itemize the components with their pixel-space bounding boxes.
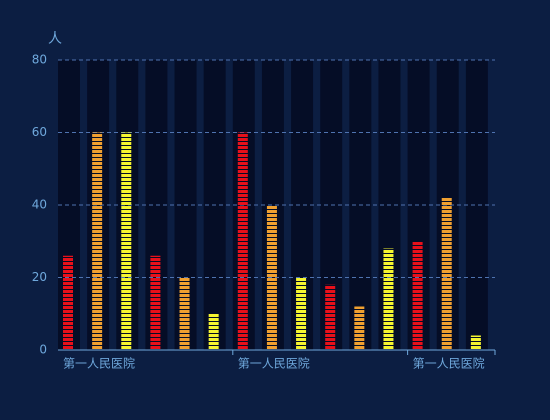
x-tick-label: 第一人民医院 bbox=[413, 357, 485, 371]
bar bbox=[383, 248, 394, 350]
bar bbox=[441, 197, 452, 350]
bar bbox=[121, 132, 132, 350]
x-tick-label: 第一人民医院 bbox=[63, 357, 135, 371]
bar bbox=[266, 205, 277, 350]
bar bbox=[63, 255, 73, 350]
bar bbox=[412, 241, 423, 350]
bar bbox=[92, 132, 103, 350]
bar bbox=[150, 255, 161, 350]
bar bbox=[208, 313, 219, 350]
y-axis-label: 人 bbox=[48, 31, 62, 47]
y-tick-label: 0 bbox=[39, 343, 47, 357]
bar bbox=[354, 306, 365, 350]
bar bbox=[470, 335, 481, 350]
bar bbox=[296, 277, 307, 350]
x-tick-label: 第一人民医院 bbox=[238, 357, 310, 371]
column-bg bbox=[465, 60, 488, 350]
bar bbox=[179, 277, 190, 350]
y-tick-label: 40 bbox=[32, 198, 47, 212]
y-tick-label: 20 bbox=[32, 270, 47, 284]
y-tick-label: 80 bbox=[32, 53, 47, 67]
bar bbox=[325, 284, 336, 350]
y-tick-label: 60 bbox=[32, 125, 47, 139]
bar bbox=[237, 132, 248, 350]
